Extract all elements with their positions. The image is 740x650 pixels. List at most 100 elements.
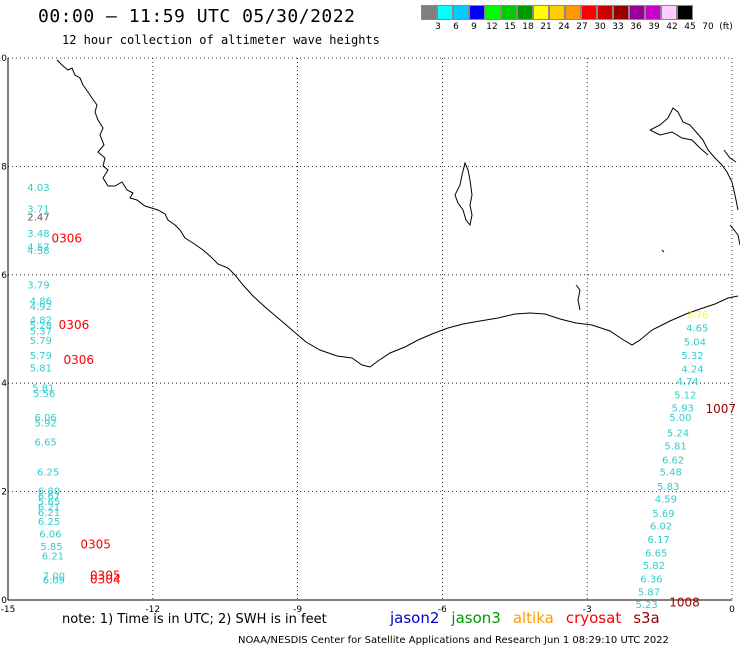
wave-height-value: 4.86 bbox=[30, 297, 52, 308]
legend-label: 18 bbox=[522, 22, 534, 32]
wave-height-value: 6.06 bbox=[39, 530, 61, 541]
pass-time-label: 0304 bbox=[90, 573, 121, 587]
legend-swatch bbox=[501, 5, 517, 20]
wave-height-value: 6.65 bbox=[35, 438, 57, 449]
wave-height-value: 5.56 bbox=[33, 389, 55, 400]
legend-label: 21 bbox=[540, 22, 552, 32]
legend-swatch bbox=[485, 5, 501, 20]
legend-label: 6 bbox=[453, 22, 459, 32]
river-mouth bbox=[575, 284, 581, 311]
legend-label: 9 bbox=[471, 22, 477, 32]
sat-altika: altika bbox=[512, 609, 554, 627]
wave-height-value: 4.24 bbox=[681, 364, 703, 375]
y-tick-label: 10 bbox=[0, 54, 7, 64]
legend-label: 12 bbox=[486, 22, 498, 32]
wave-height-value: 5.82 bbox=[643, 561, 665, 572]
page-title: 00:00 – 11:59 UTC 05/30/2022 bbox=[38, 6, 356, 27]
wave-height-value: 6.06 bbox=[35, 413, 57, 424]
legend-swatch bbox=[565, 5, 581, 20]
wave-height-value: 5.81 bbox=[32, 383, 54, 394]
x-tick-label: -6 bbox=[438, 605, 447, 615]
wave-height-value: 5.85 bbox=[40, 542, 62, 553]
coastline bbox=[56, 59, 740, 368]
axis-ticks: -15 -12 -9 -6 -3 0 0 2 4 6 8 10 bbox=[0, 54, 735, 615]
wave-height-value: 5.87 bbox=[638, 588, 660, 599]
x-tick-label: 0 bbox=[729, 605, 735, 615]
legend-swatch bbox=[549, 5, 565, 20]
wave-height-value: 6.62 bbox=[662, 455, 684, 466]
y-tick-label: 0 bbox=[1, 596, 7, 606]
wave-height-value: 5.83 bbox=[657, 482, 679, 493]
wave-height-value: 6.25 bbox=[38, 517, 60, 528]
wave-height-value: 6.17 bbox=[648, 535, 670, 546]
wave-height-value: 3.71 bbox=[27, 204, 49, 215]
wave-height-value: 6.21 bbox=[38, 508, 60, 519]
sat-jason2: jason2 bbox=[390, 609, 440, 627]
legend-swatch bbox=[469, 5, 485, 20]
wave-height-value: 6.80 bbox=[38, 486, 60, 497]
legend-swatch bbox=[581, 5, 597, 20]
legend-swatch bbox=[661, 5, 677, 20]
x-tick-label: -3 bbox=[583, 605, 592, 615]
wave-height-value: 5.37 bbox=[30, 326, 52, 337]
legend-swatch bbox=[421, 5, 437, 20]
wave-height-value: 3.48 bbox=[27, 229, 49, 240]
footer-note: note: 1) Time is in UTC; 2) SWH is in fe… bbox=[62, 612, 327, 627]
pass-time-label: 1007 bbox=[705, 402, 736, 416]
x-tick-label: -9 bbox=[293, 605, 302, 615]
wave-height-value: 5.79 bbox=[30, 336, 52, 347]
y-tick-label: 4 bbox=[1, 379, 7, 389]
legend-swatch bbox=[437, 5, 453, 20]
color-legend: 3 6 9 12 15 18 21 24 27 30 33 36 39 42 45 70 (ft) bbox=[421, 5, 733, 34]
wave-height-value: 5.12 bbox=[674, 390, 696, 401]
page-subtitle: 12 hour collection of altimeter wave hei… bbox=[62, 33, 380, 47]
legend-label: 70 bbox=[702, 22, 714, 32]
observations-left-track: 4.03 3.712.47 3.48 4.574.58 3.79 4.864.92 4.82… bbox=[27, 183, 65, 587]
wave-height-value: 5.23 bbox=[635, 600, 657, 611]
footer-credit: NOAA/NESDIS Center for Satellite Applica… bbox=[238, 635, 669, 646]
wave-height-value: 6.36 bbox=[640, 575, 662, 586]
wave-height-value: 7.00 bbox=[43, 571, 65, 582]
wave-height-value: 6.65 bbox=[645, 549, 667, 560]
wave-height-value: 6.67 bbox=[38, 492, 60, 503]
legend-label: 45 bbox=[684, 22, 696, 32]
wave-height-value: 4.65 bbox=[686, 324, 708, 335]
sat-s3a: s3a bbox=[633, 609, 660, 627]
legend-label: 3 bbox=[435, 22, 441, 32]
wave-height-value: 5.28 bbox=[30, 321, 52, 332]
wave-height-value: 5.92 bbox=[35, 419, 57, 430]
wave-height-value: 6.09 bbox=[43, 576, 65, 587]
wave-height-value: 5.24 bbox=[667, 428, 689, 439]
x-tick-label: -15 bbox=[1, 605, 16, 615]
wave-height-value: 6.21 bbox=[38, 503, 60, 514]
legend-swatch bbox=[645, 5, 661, 20]
pass-time-label: 0306 bbox=[51, 231, 82, 245]
wave-height-value: 3.79 bbox=[27, 280, 49, 291]
wave-height-value: 5.79 bbox=[30, 351, 52, 362]
legend-label: 42 bbox=[666, 22, 678, 32]
wave-height-value: 4.58 bbox=[27, 246, 49, 257]
wave-height-value: 3.76 bbox=[686, 310, 708, 321]
legend-labels: 3 6 9 12 15 18 21 24 27 30 33 36 39 42 45 70 (ft) bbox=[421, 20, 733, 34]
wave-height-value: 5.04 bbox=[684, 337, 706, 348]
legend-swatch bbox=[517, 5, 533, 20]
wave-height-value: 6.21 bbox=[42, 551, 64, 562]
legend-swatch bbox=[533, 5, 549, 20]
wave-height-value: 5.81 bbox=[664, 441, 686, 452]
wave-height-value: 5.93 bbox=[672, 403, 694, 414]
pass-time-label: 0305 bbox=[80, 538, 111, 552]
legend-label: 36 bbox=[630, 22, 642, 32]
gulf-of-guinea-coastline bbox=[649, 107, 740, 246]
legend-swatch bbox=[613, 5, 629, 20]
pass-time-label: 0305 bbox=[90, 568, 121, 582]
wave-height-value: 4.82 bbox=[30, 316, 52, 327]
wave-height-value: 2.47 bbox=[27, 213, 49, 224]
inland-lake bbox=[454, 161, 473, 227]
wave-height-value: 4.92 bbox=[30, 302, 52, 313]
wave-height-value: 5.48 bbox=[660, 467, 682, 478]
wave-height-value: 4.03 bbox=[27, 183, 49, 194]
pass-time-label: 1008 bbox=[669, 596, 700, 610]
y-tick-label: 2 bbox=[1, 488, 7, 498]
wave-height-value: 4.59 bbox=[655, 494, 677, 505]
